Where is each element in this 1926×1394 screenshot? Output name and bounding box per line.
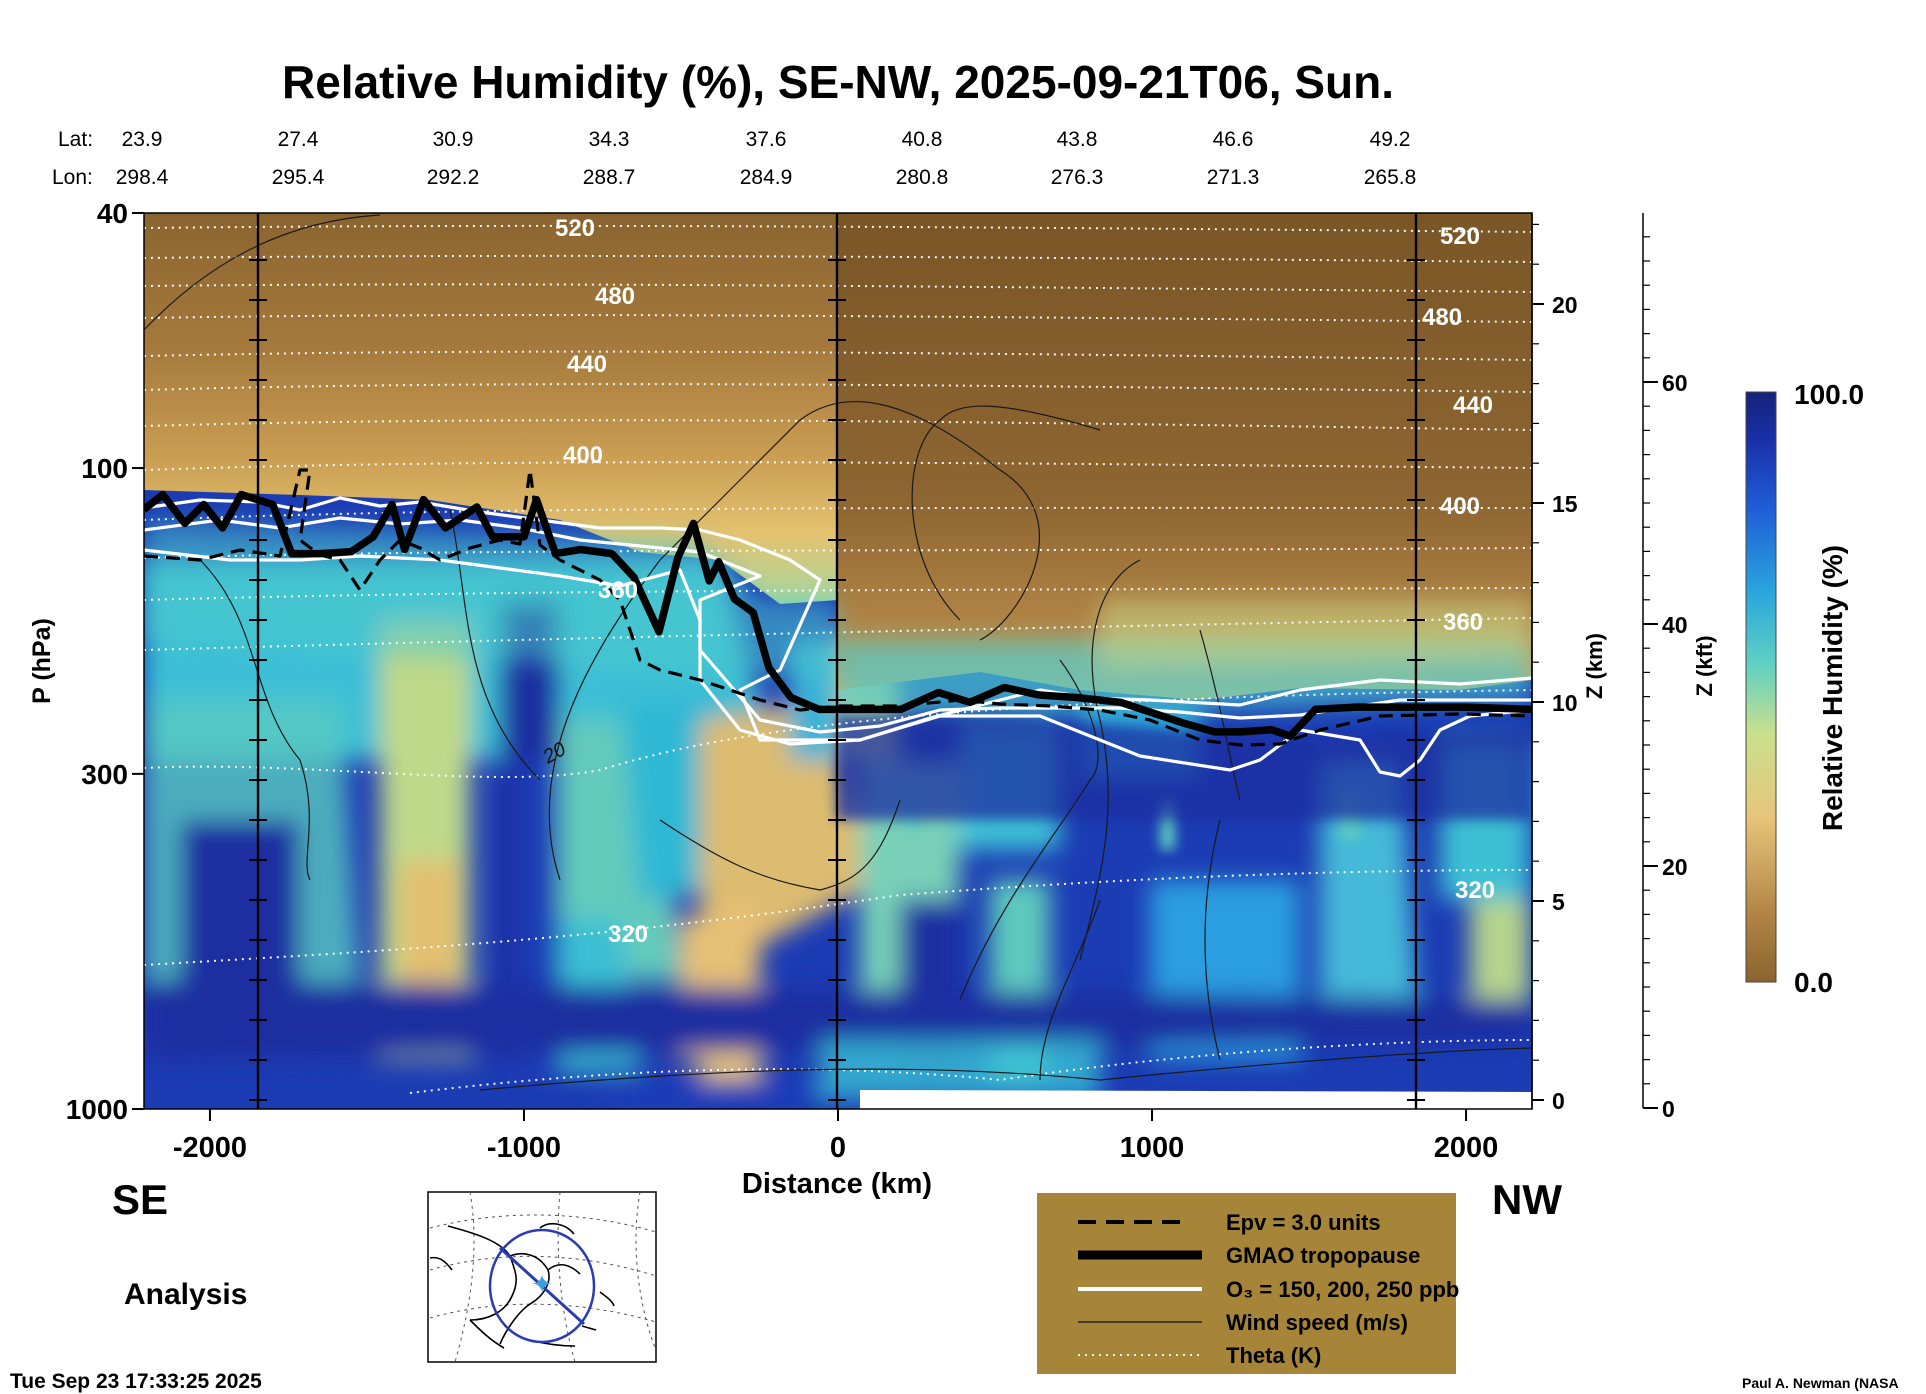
lat-value: 27.4 bbox=[278, 128, 319, 151]
lat-value: 49.2 bbox=[1370, 128, 1411, 151]
z-km-tick-label: 10 bbox=[1552, 690, 1578, 716]
x-tick-label: 1000 bbox=[1120, 1132, 1185, 1164]
y-tick-label: 1000 bbox=[66, 1094, 128, 1125]
theta-label: 320 bbox=[1455, 877, 1495, 904]
lon-value: 280.8 bbox=[896, 166, 949, 189]
theta-label: 320 bbox=[608, 921, 648, 948]
x-tick-label: 2000 bbox=[1434, 1132, 1499, 1164]
theta-label: 480 bbox=[595, 283, 635, 310]
colorbar-label: Relative Humidity (%) bbox=[1817, 545, 1848, 831]
z-kft-tick-label: 20 bbox=[1662, 854, 1688, 880]
z-km-tick-label: 5 bbox=[1552, 889, 1565, 915]
author-credit: Paul A. Newman (NASA bbox=[1742, 1375, 1899, 1391]
z-km-axis: 0 5 10 15 20 bbox=[1531, 213, 1578, 1114]
legend-ozone-label: O₃ = 150, 200, 250 ppb bbox=[1226, 1277, 1459, 1302]
theta-contours bbox=[144, 224, 1532, 1094]
lat-value: 37.6 bbox=[746, 128, 787, 151]
colorbar bbox=[1745, 391, 1777, 983]
epv-contour bbox=[144, 468, 1532, 747]
lon-label: Lon: bbox=[52, 166, 93, 189]
theta-label: 480 bbox=[1422, 304, 1462, 331]
x-tick-label: -2000 bbox=[173, 1132, 247, 1164]
lon-value: 271.3 bbox=[1207, 166, 1260, 189]
lat-values: 23.9 27.4 30.9 34.3 37.6 40.8 43.8 46.6 49.2 bbox=[122, 128, 1411, 151]
se-label: SE bbox=[112, 1176, 168, 1223]
z-km-label: Z (km) bbox=[1582, 633, 1607, 699]
theta-label: 520 bbox=[555, 215, 595, 242]
lat-value: 30.9 bbox=[433, 128, 474, 151]
y-axis-label: P (hPa) bbox=[28, 618, 56, 704]
z-kft-label: Z (kft) bbox=[1692, 635, 1717, 696]
y-tick-label: 300 bbox=[81, 759, 128, 790]
timestamp: Tue Sep 23 17:33:25 2025 bbox=[10, 1370, 262, 1393]
theta-label: 360 bbox=[598, 577, 638, 604]
z-kft-axis: 0 20 40 60 bbox=[1642, 213, 1688, 1122]
z-kft-tick-label: 40 bbox=[1662, 612, 1688, 638]
wind-contours bbox=[144, 214, 1532, 1091]
lat-value: 40.8 bbox=[902, 128, 943, 151]
z-km-tick-label: 20 bbox=[1552, 292, 1578, 318]
lat-value: 43.8 bbox=[1057, 128, 1098, 151]
y-axis: 40 100 300 1000 bbox=[66, 198, 144, 1125]
legend-tropopause-label: GMAO tropopause bbox=[1226, 1243, 1420, 1268]
x-axis-label: Distance (km) bbox=[742, 1168, 932, 1200]
z-kft-tick-label: 60 bbox=[1662, 370, 1688, 396]
theta-label: 520 bbox=[1440, 223, 1480, 250]
theta-label: 440 bbox=[1453, 392, 1493, 419]
lat-value: 46.6 bbox=[1213, 128, 1254, 151]
y-tick-label: 40 bbox=[97, 198, 128, 229]
lon-value: 295.4 bbox=[272, 166, 325, 189]
lon-value: 276.3 bbox=[1051, 166, 1104, 189]
colorbar-max: 100.0 bbox=[1794, 379, 1864, 410]
theta-label: 440 bbox=[567, 351, 607, 378]
nw-label: NW bbox=[1492, 1176, 1562, 1223]
lon-values: 298.4 295.4 292.2 288.7 284.9 280.8 276.3 271.3… bbox=[116, 166, 1417, 189]
chart-title: Relative Humidity (%), SE-NW, 2025-09-21… bbox=[282, 56, 1394, 108]
map-marker-icon: ✦ bbox=[531, 1269, 553, 1299]
theta-label: 400 bbox=[563, 442, 603, 469]
y-tick-label: 100 bbox=[81, 453, 128, 484]
colorbar-min: 0.0 bbox=[1794, 967, 1833, 998]
legend: Epv = 3.0 units GMAO tropopause O₃ = 150… bbox=[1037, 1193, 1459, 1374]
z-km-tick-label: 0 bbox=[1552, 1088, 1565, 1114]
z-km-tick-label: 15 bbox=[1552, 491, 1578, 517]
theta-labels: 520 480 440 400 360 320 520 480 440 400 360 320 bbox=[555, 215, 1495, 948]
z-kft-tick-label: 0 bbox=[1662, 1096, 1675, 1122]
x-tick-label: -1000 bbox=[487, 1132, 561, 1164]
gmao-tropopause-line bbox=[144, 490, 1532, 740]
x-tick-label: 0 bbox=[830, 1132, 846, 1164]
x-axis: -2000 -1000 0 1000 2000 bbox=[173, 1109, 1498, 1164]
lon-value: 298.4 bbox=[116, 166, 169, 189]
theta-label: 400 bbox=[1440, 493, 1480, 520]
theta-label: 360 bbox=[1443, 609, 1483, 636]
lat-value: 23.9 bbox=[122, 128, 163, 151]
lon-value: 288.7 bbox=[583, 166, 636, 189]
analysis-label: Analysis bbox=[124, 1278, 247, 1311]
lon-value: 284.9 bbox=[740, 166, 793, 189]
lon-value: 265.8 bbox=[1364, 166, 1417, 189]
lat-value: 34.3 bbox=[589, 128, 630, 151]
legend-wind-label: Wind speed (m/s) bbox=[1226, 1310, 1408, 1335]
inset-map: ✦ bbox=[427, 1191, 657, 1363]
lat-label: Lat: bbox=[58, 128, 93, 151]
legend-theta-label: Theta (K) bbox=[1226, 1343, 1321, 1368]
lon-value: 292.2 bbox=[427, 166, 480, 189]
divider-ticks bbox=[249, 259, 1425, 1101]
legend-epv-label: Epv = 3.0 units bbox=[1226, 1210, 1381, 1235]
